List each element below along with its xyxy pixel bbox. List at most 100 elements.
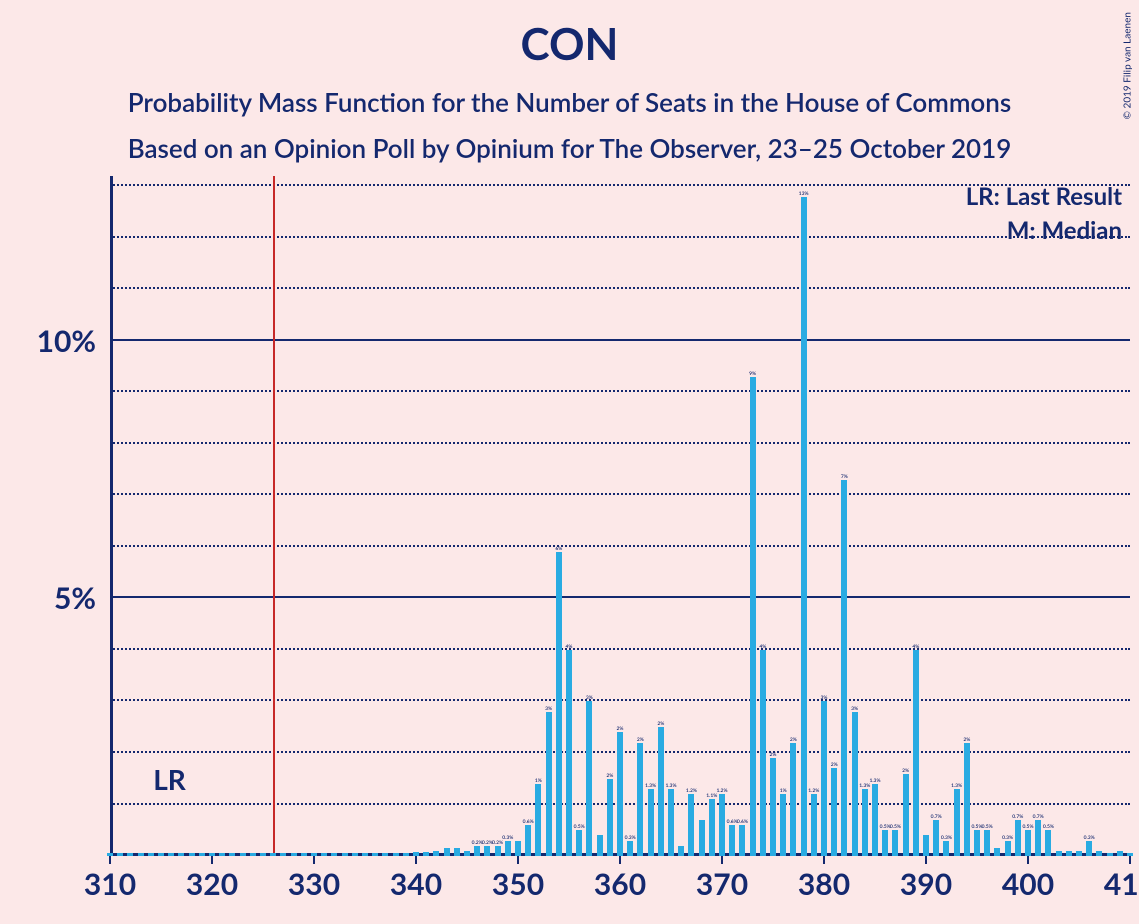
bar: 1.2% xyxy=(811,794,817,856)
bar-value-label: 4% xyxy=(759,644,766,650)
bar-value-label: 7% xyxy=(841,474,848,480)
bar: 0.5% xyxy=(1045,830,1051,856)
bar xyxy=(403,853,409,856)
bar xyxy=(240,853,246,856)
bar xyxy=(454,848,460,856)
bar: 2% xyxy=(617,732,623,856)
bar: 0.7% xyxy=(1035,820,1041,856)
chart-plot-area: 5%10%310320330340350360370380390400410LR… xyxy=(110,176,1130,856)
gridline-minor xyxy=(110,442,1130,444)
bar: 1.2% xyxy=(688,794,694,856)
bar: 7% xyxy=(841,480,847,856)
gridline-minor xyxy=(110,648,1130,650)
bar xyxy=(321,853,327,856)
bar-value-label: 1.2% xyxy=(808,788,819,794)
bar xyxy=(1117,851,1123,856)
x-tick-label: 400 xyxy=(1002,856,1054,902)
bar-value-label: 2% xyxy=(606,773,613,779)
bar: 2% xyxy=(607,779,613,856)
bar: 1.3% xyxy=(862,789,868,856)
bar xyxy=(291,853,297,856)
x-tick-label: 390 xyxy=(900,856,952,902)
x-tick-label: 320 xyxy=(186,856,238,902)
x-tick-label: 370 xyxy=(696,856,748,902)
bar-value-label: 3% xyxy=(851,706,858,712)
gridline-major xyxy=(110,339,1130,341)
bar-value-label: 3% xyxy=(821,695,828,701)
bar xyxy=(1107,853,1113,856)
bar xyxy=(1056,851,1062,856)
bar: 1.3% xyxy=(872,784,878,856)
bar xyxy=(311,853,317,856)
y-tick-label: 5% xyxy=(54,580,110,616)
bar xyxy=(393,853,399,856)
bar xyxy=(127,853,133,856)
bar xyxy=(515,841,521,856)
bar-value-label: 1% xyxy=(535,778,542,784)
bar xyxy=(464,851,470,856)
chart-title: CON xyxy=(0,0,1139,70)
bar: 0.5% xyxy=(882,830,888,856)
bar-value-label: 1% xyxy=(780,788,787,794)
bar-value-label: 0.3% xyxy=(625,835,636,841)
bar xyxy=(423,852,429,856)
bar-value-label: 2% xyxy=(617,726,624,732)
bar: 0.7% xyxy=(1015,820,1021,856)
bar: 0.7% xyxy=(933,820,939,856)
bar xyxy=(678,846,684,856)
bar xyxy=(107,853,113,856)
x-tick-label: 350 xyxy=(492,856,544,902)
bar xyxy=(148,853,154,856)
bar-value-label: 0.5% xyxy=(982,824,993,830)
bar xyxy=(699,820,705,856)
bar-value-label: 1.2% xyxy=(716,788,727,794)
bar xyxy=(413,852,419,856)
bar: 2% xyxy=(637,743,643,856)
legend-lr: LR: Last Result xyxy=(966,182,1122,211)
bar: 1.1% xyxy=(709,799,715,856)
bar: 0.3% xyxy=(627,841,633,856)
bar: 3% xyxy=(586,701,592,856)
bar: 3% xyxy=(546,712,552,856)
bar-value-label: 0.2% xyxy=(492,840,503,846)
bar xyxy=(444,848,450,856)
gridline-minor xyxy=(110,545,1130,547)
bar xyxy=(178,853,184,856)
bar-value-label: 2% xyxy=(657,721,664,727)
copyright-text: © 2019 Filip van Laenen xyxy=(1121,12,1133,119)
bar xyxy=(260,853,266,856)
bar: 1.3% xyxy=(648,789,654,856)
bar: 0.5% xyxy=(984,830,990,856)
gridline-major xyxy=(110,596,1130,598)
bar: 0.3% xyxy=(505,841,511,856)
bar: 1% xyxy=(535,784,541,856)
bar: 0.3% xyxy=(1005,841,1011,856)
bar xyxy=(1076,851,1082,856)
bar xyxy=(352,853,358,856)
bar-value-label: 1.3% xyxy=(859,783,870,789)
bar: 0.2% xyxy=(474,846,480,856)
bar-value-label: 0.3% xyxy=(502,835,513,841)
bar-value-label: 2% xyxy=(637,737,644,743)
bar xyxy=(199,853,205,856)
bar xyxy=(923,835,929,856)
gridline-minor xyxy=(110,287,1130,289)
bar: 2% xyxy=(790,743,796,856)
bar-value-label: 0.7% xyxy=(931,814,942,820)
bar-value-label: 2% xyxy=(770,752,777,758)
bar: 0.3% xyxy=(1086,841,1092,856)
bar: 4% xyxy=(566,650,572,856)
gridline-minor xyxy=(110,390,1130,392)
bar: 2% xyxy=(903,774,909,856)
x-tick-label: 310 xyxy=(84,856,136,902)
x-tick-label: 380 xyxy=(798,856,850,902)
bar-value-label: 0.3% xyxy=(1002,835,1013,841)
bar xyxy=(219,853,225,856)
bar xyxy=(229,853,235,856)
bar: 0.6% xyxy=(729,825,735,856)
bar xyxy=(1127,853,1133,856)
last-result-line xyxy=(273,176,275,856)
bar xyxy=(994,848,1000,856)
bar-value-label: 9% xyxy=(749,371,756,377)
bar-value-label: 1.1% xyxy=(706,793,717,799)
